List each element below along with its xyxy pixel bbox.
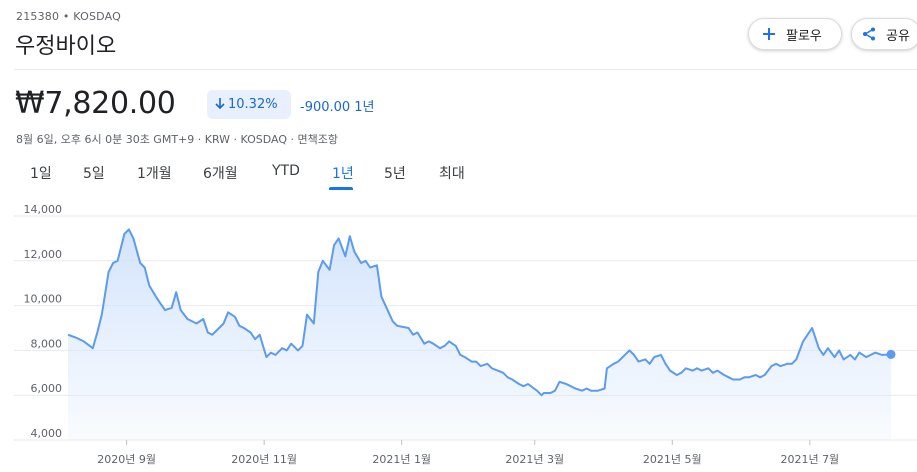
y-tick-label: 4,000 (31, 427, 63, 440)
tab-1m[interactable]: 1개월 (137, 166, 172, 182)
share-label: 공유 (886, 28, 910, 44)
company-name: 우정바이오 (15, 34, 117, 59)
current-price: ₩7,820.00 (15, 86, 176, 121)
latest-price-marker (886, 349, 896, 359)
change-percent-badge: 10.32% (207, 90, 291, 119)
x-tick-label: 2021년 3월 (505, 453, 564, 466)
tab-5y[interactable]: 5년 (384, 166, 406, 182)
change-absolute: -900.00 1년 (300, 96, 374, 115)
y-tick-label: 14,000 (24, 203, 63, 216)
y-axis-labels: 4,000 6,000 8,000 10,000 12,000 14,000 (24, 203, 63, 440)
tab-max[interactable]: 최대 (439, 166, 465, 182)
plus-icon (760, 25, 778, 43)
share-button[interactable]: 공유 (851, 18, 917, 50)
price-chart[interactable]: 4,000 6,000 8,000 10,000 12,000 14,000 2020년 … (0, 200, 917, 472)
x-tick-label: 2021년 5월 (643, 453, 702, 466)
y-tick-label: 10,000 (24, 293, 63, 306)
x-tick-label: 2020년 9월 (97, 453, 156, 466)
quote-metadata: 8월 6일, 오후 6시 0분 30초 GMT+9 · KRW · KOSDAQ… (16, 133, 339, 146)
header-divider (14, 69, 917, 70)
change-percent: 10.32% (228, 97, 278, 112)
change-value: -900.00 (300, 100, 351, 115)
x-tick-label: 2020년 11월 (231, 453, 297, 466)
y-tick-label: 6,000 (31, 382, 63, 395)
ticker-exchange: 215380 • KOSDAQ (16, 10, 121, 23)
tab-1y[interactable]: 1년 (332, 166, 354, 182)
x-tick-label: 2021년 1월 (372, 453, 431, 466)
active-tab-indicator (329, 187, 353, 190)
share-icon (860, 25, 878, 43)
y-tick-label: 8,000 (31, 337, 63, 350)
follow-label: 팔로우 (786, 28, 822, 44)
tab-6m[interactable]: 6개월 (203, 166, 238, 182)
tab-ytd[interactable]: YTD (272, 163, 300, 179)
arrow-down-icon (215, 97, 225, 113)
x-tick-label: 2021년 7월 (780, 453, 839, 466)
y-tick-label: 12,000 (24, 248, 63, 261)
price-line (67, 228, 892, 397)
change-period: 1년 (354, 100, 375, 115)
x-axis-labels: 2020년 9월 2020년 11월 2021년 1월 2021년 3월 2021년 5… (97, 440, 839, 466)
follow-button[interactable]: 팔로우 (748, 18, 842, 50)
tab-1d[interactable]: 1일 (30, 166, 52, 182)
tab-5d[interactable]: 5일 (83, 166, 105, 182)
price-area-fill (68, 229, 891, 440)
